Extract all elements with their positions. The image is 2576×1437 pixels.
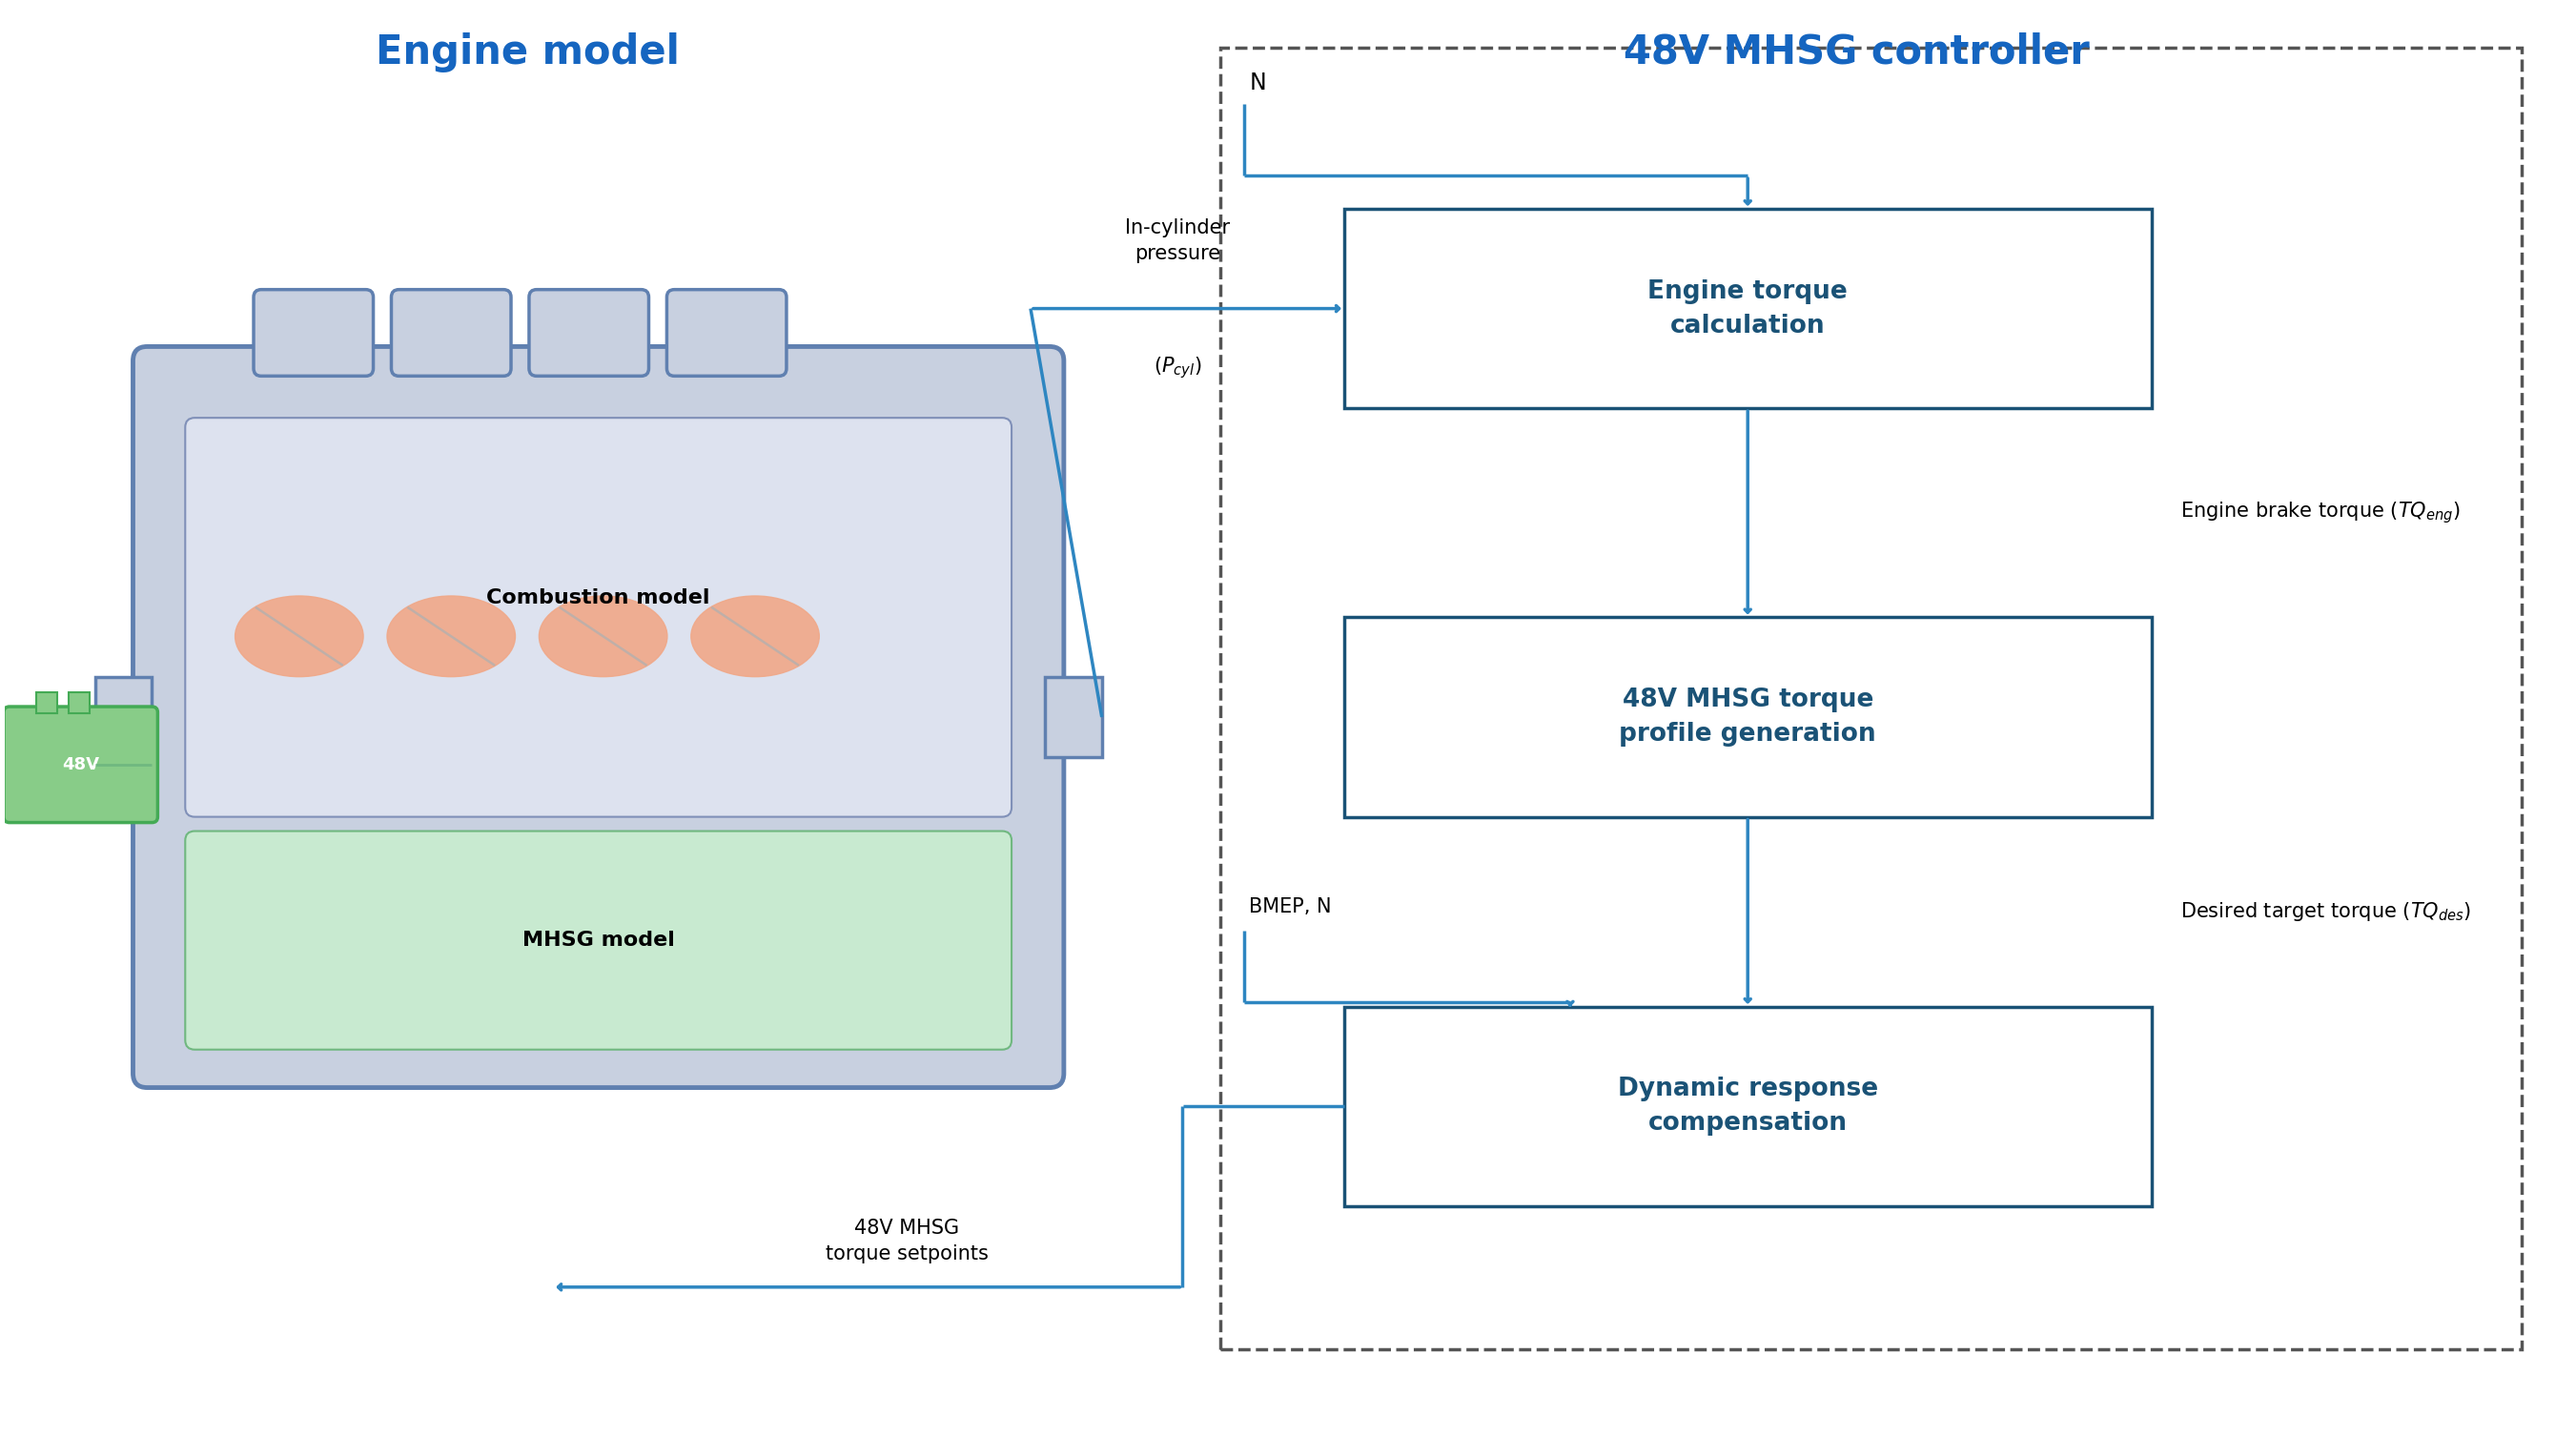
- Text: Desired target torque ($\mathbf{\mathit{TQ}}_{des}$): Desired target torque ($\mathbf{\mathit{…: [2179, 901, 2470, 924]
- Ellipse shape: [538, 596, 667, 677]
- FancyBboxPatch shape: [70, 693, 90, 713]
- Text: Engine torque
calculation: Engine torque calculation: [1649, 279, 1847, 338]
- FancyBboxPatch shape: [3, 707, 157, 822]
- Ellipse shape: [386, 596, 515, 677]
- Text: In-cylinder
pressure: In-cylinder pressure: [1126, 218, 1231, 263]
- Text: MHSG model: MHSG model: [523, 931, 675, 950]
- Ellipse shape: [234, 596, 363, 677]
- FancyBboxPatch shape: [1046, 677, 1103, 757]
- FancyBboxPatch shape: [1345, 1007, 2151, 1206]
- FancyBboxPatch shape: [252, 290, 374, 376]
- Text: 48V MHSG controller: 48V MHSG controller: [1623, 32, 2089, 72]
- FancyBboxPatch shape: [1345, 618, 2151, 816]
- FancyBboxPatch shape: [392, 290, 510, 376]
- FancyBboxPatch shape: [185, 831, 1012, 1049]
- FancyBboxPatch shape: [1345, 208, 2151, 408]
- Text: Engine brake torque ($\mathbf{\mathit{TQ}}_{eng}$): Engine brake torque ($\mathbf{\mathit{TQ…: [2179, 500, 2460, 526]
- Ellipse shape: [690, 596, 819, 677]
- Text: Dynamic response
compensation: Dynamic response compensation: [1618, 1076, 1878, 1137]
- Text: Engine model: Engine model: [376, 32, 680, 72]
- FancyBboxPatch shape: [185, 418, 1012, 816]
- FancyBboxPatch shape: [667, 290, 786, 376]
- FancyBboxPatch shape: [95, 677, 152, 757]
- Text: $(\mathit{P}_{cyl})$: $(\mathit{P}_{cyl})$: [1154, 355, 1203, 381]
- Text: Combustion model: Combustion model: [487, 589, 711, 608]
- Text: 48V MHSG torque
profile generation: 48V MHSG torque profile generation: [1620, 687, 1875, 747]
- FancyBboxPatch shape: [528, 290, 649, 376]
- Text: 48V MHSG
torque setpoints: 48V MHSG torque setpoints: [827, 1219, 989, 1263]
- Text: BMEP, N: BMEP, N: [1249, 898, 1332, 917]
- Text: N: N: [1249, 72, 1265, 95]
- FancyBboxPatch shape: [36, 693, 57, 713]
- FancyBboxPatch shape: [134, 346, 1064, 1088]
- Text: 48V: 48V: [62, 756, 100, 773]
